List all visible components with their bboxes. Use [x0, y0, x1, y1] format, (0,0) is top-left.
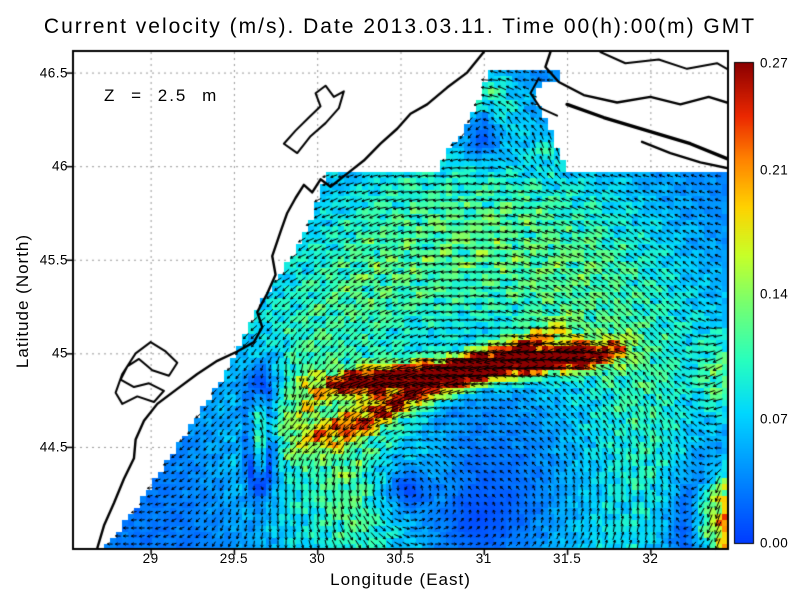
- x-axis-label: Longitude (East): [330, 570, 471, 589]
- y-tick-label: 46: [51, 158, 68, 174]
- colorbar-tick-label: 0.14: [760, 286, 789, 302]
- colorbar-tick-label: 0.21: [760, 162, 789, 178]
- x-tick-label: 31: [475, 551, 492, 566]
- colorbar-tick-label: 0.00: [760, 535, 789, 551]
- x-tick-label: 29: [142, 551, 159, 566]
- x-tick-label: 32: [642, 551, 659, 566]
- x-tick-label: 30: [309, 551, 326, 566]
- y-tick-label: 46.5: [39, 65, 68, 81]
- y-tick-label: 44.5: [39, 439, 68, 455]
- colorbar-tick-label: 0.07: [760, 411, 789, 427]
- colorbar-tick-label: 0.27: [760, 55, 789, 71]
- x-tick-label: 29.5: [219, 551, 249, 566]
- figure-title: Current velocity (m/s). Date 2013.03.11.…: [43, 15, 757, 38]
- depth-annotation: Z = 2.5 m: [104, 86, 219, 105]
- y-tick-label: 45.5: [39, 252, 68, 268]
- y-tick-label: 45: [51, 345, 68, 361]
- x-tick-label: 30.5: [386, 551, 415, 566]
- x-tick-label: 31.5: [552, 551, 582, 566]
